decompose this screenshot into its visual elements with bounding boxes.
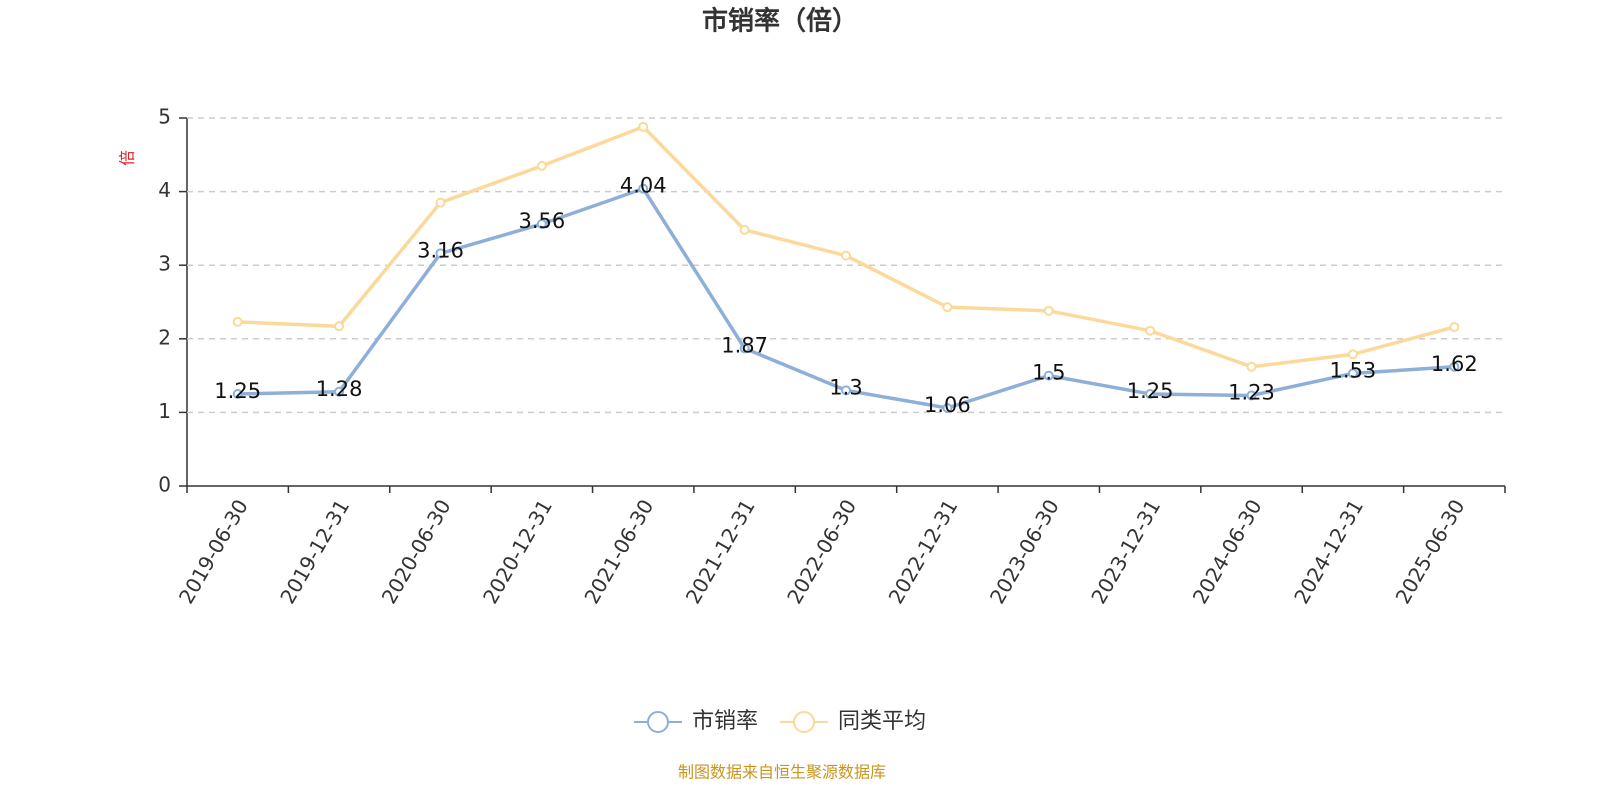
source-note: 制图数据来自恒生聚源数据库 [678,763,886,782]
data-label: 1.62 [1431,352,1478,376]
legend-label: 市销率 [692,709,758,734]
x-tick-label: 2022-06-30 [782,495,861,608]
x-tick-label: 2022-12-31 [884,495,963,608]
data-point [1347,368,1358,379]
data-point [1043,305,1054,316]
x-tick-label: 2023-06-30 [985,495,1064,608]
data-label: 1.25 [1127,379,1174,403]
x-tick-label: 2020-12-31 [478,495,557,608]
chart-title: 市销率（倍） [702,6,858,37]
data-label: 1.87 [721,333,768,357]
data-point [841,250,851,261]
data-label: 1.23 [1228,380,1275,404]
data-point [1449,361,1460,372]
x-tick-label: 2023-12-31 [1086,495,1165,608]
data-label: 1.53 [1330,358,1377,382]
y-tick-label: 3 [158,252,171,276]
data-point [739,224,750,235]
data-label: 3.56 [518,209,565,233]
y-tick-label: 0 [158,473,171,497]
y-axis-label: 倍 [118,150,137,166]
data-point [1246,361,1257,372]
data-point [638,183,649,194]
legend-icon-marker [647,711,669,733]
x-tick-label: 2019-06-30 [174,495,253,608]
data-point [232,389,243,399]
y-tick-label: 1 [158,399,171,423]
data-label: 1.28 [316,377,363,401]
data-point [1145,325,1156,336]
data-point [435,248,446,259]
data-point [638,121,649,132]
x-tick-label: 2025-06-30 [1390,495,1469,608]
data-point [1347,349,1358,360]
data-point [1246,390,1257,401]
data-point [739,343,750,354]
data-point [334,321,345,332]
data-point [1145,389,1156,399]
data-point [435,197,446,208]
data-point [1043,370,1054,381]
x-tick-label: 2020-06-30 [377,495,456,608]
data-point [536,218,547,229]
data-point [232,316,243,327]
y-tick-label: 2 [158,325,171,349]
x-tick-label: 2021-06-30 [579,495,658,608]
data-label: 1.06 [924,393,971,417]
legend-icon-marker [793,711,816,733]
x-tick-label: 2024-12-31 [1289,495,1368,608]
data-point [1449,322,1460,333]
data-label: 4.04 [620,174,667,198]
legend-label: 同类平均 [838,709,926,734]
data-point [334,386,345,397]
x-tick-label: 2019-12-31 [275,495,354,608]
data-label: 3.16 [417,238,464,262]
data-point [841,385,851,396]
x-tick-label: 2021-12-31 [681,495,760,608]
y-tick-label: 4 [158,178,171,202]
x-tick-label: 2024-06-30 [1188,495,1267,608]
data-label: 1.25 [214,379,261,403]
data-point [942,402,953,413]
data-label: 1.3 [829,375,862,399]
y-tick-label: 5 [158,105,171,129]
data-label: 1.5 [1032,361,1065,385]
data-point [942,302,953,313]
data-point [536,160,547,171]
